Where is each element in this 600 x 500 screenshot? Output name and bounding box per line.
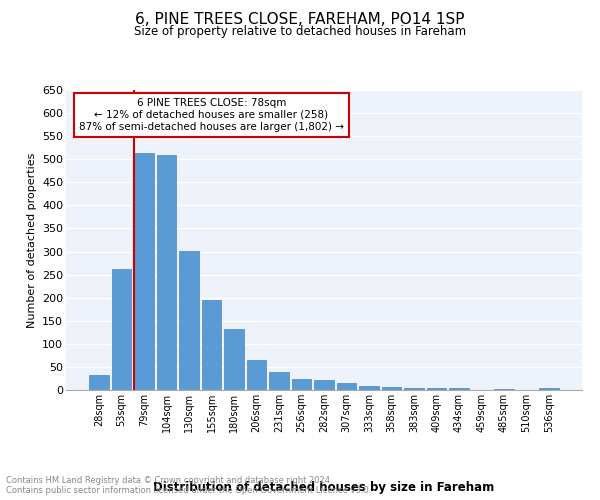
X-axis label: Distribution of detached houses by size in Fareham: Distribution of detached houses by size … [154, 481, 494, 494]
Bar [292, 379, 311, 390]
Bar [179, 250, 199, 390]
Text: 6 PINE TREES CLOSE: 78sqm
← 12% of detached houses are smaller (258)
87% of semi: 6 PINE TREES CLOSE: 78sqm ← 12% of detac… [79, 98, 344, 132]
Bar [382, 387, 401, 390]
Bar [247, 360, 266, 390]
Text: Contains HM Land Registry data © Crown copyright and database right 2024.
Contai: Contains HM Land Registry data © Crown c… [6, 476, 371, 495]
Bar [157, 154, 176, 390]
Bar [404, 388, 424, 390]
Bar [359, 386, 379, 390]
Bar [539, 388, 559, 390]
Y-axis label: Number of detached properties: Number of detached properties [26, 152, 37, 328]
Bar [427, 388, 446, 390]
Text: Size of property relative to detached houses in Fareham: Size of property relative to detached ho… [134, 25, 466, 38]
Text: 6, PINE TREES CLOSE, FAREHAM, PO14 1SP: 6, PINE TREES CLOSE, FAREHAM, PO14 1SP [135, 12, 465, 28]
Bar [89, 375, 109, 390]
Bar [224, 328, 244, 390]
Bar [202, 300, 221, 390]
Bar [314, 380, 334, 390]
Bar [134, 153, 154, 390]
Bar [269, 372, 289, 390]
Bar [449, 388, 469, 390]
Bar [112, 268, 131, 390]
Bar [337, 383, 356, 390]
Bar [494, 389, 514, 390]
